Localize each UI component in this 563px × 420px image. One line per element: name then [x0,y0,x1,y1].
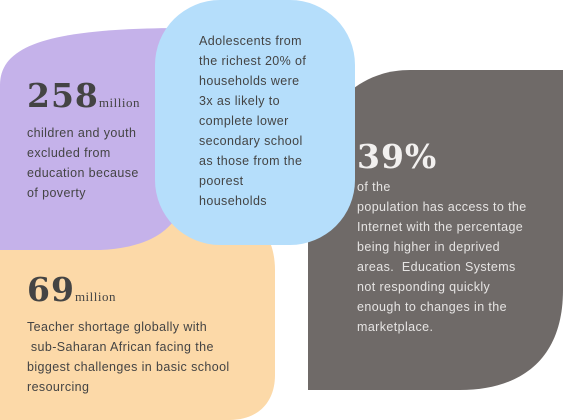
text-line: Adolescents from [199,34,302,48]
stat-value: 258 [27,76,99,115]
purple-shape [0,28,185,250]
text-line: resourcing [27,380,90,394]
stat-row: 69million [27,270,230,317]
stat-row: 258million [27,76,140,123]
stat-value: 69 [27,270,75,309]
text-line: excluded from [27,146,111,160]
stat-block: 258million children and youth excluded fro… [27,76,140,203]
text-line: population has access to the [357,200,527,214]
text-line: poorest [199,174,244,188]
text-line: Internet with the percentage [357,220,524,234]
text-line: households [199,194,267,208]
text-line: complete lower [199,114,289,128]
text-line: education because [27,166,139,180]
text-line: being higher in deprived [357,240,501,254]
text-line: the richest 20% of [199,54,307,68]
text-line: households were [199,74,300,88]
text-line: 3x as likely to [199,94,281,108]
stat-unit: million [74,289,116,304]
stat-row: 39% [357,137,527,177]
text-line: not responding quickly [357,280,491,294]
text-line: enough to changes in the [357,300,507,314]
stat-block: 39% of the population has access to the Int… [357,137,527,337]
text-line: of poverty [27,186,86,200]
stat-value: 39% [357,137,438,176]
text-line: as those from the [199,154,303,168]
text-line: children and youth [27,126,137,140]
text-line: sub-Saharan African facing the [27,340,214,354]
gray-shape [308,70,563,390]
stat-unit: million [98,95,140,110]
text-block: Adolescents from the richest 20% of househ… [199,31,306,211]
text-line: biggest challenges in basic school [27,360,230,374]
text-line: marketplace. [357,320,434,334]
text-line: areas. Education Systems [357,260,516,274]
orange-shape [0,215,275,420]
stat-block: 69million Teacher shortage globally with … [27,270,230,397]
text-line: Teacher shortage globally with [27,320,208,334]
blue-shape [155,0,355,245]
text-line: secondary school [199,134,303,148]
text-line: of the [357,180,391,194]
